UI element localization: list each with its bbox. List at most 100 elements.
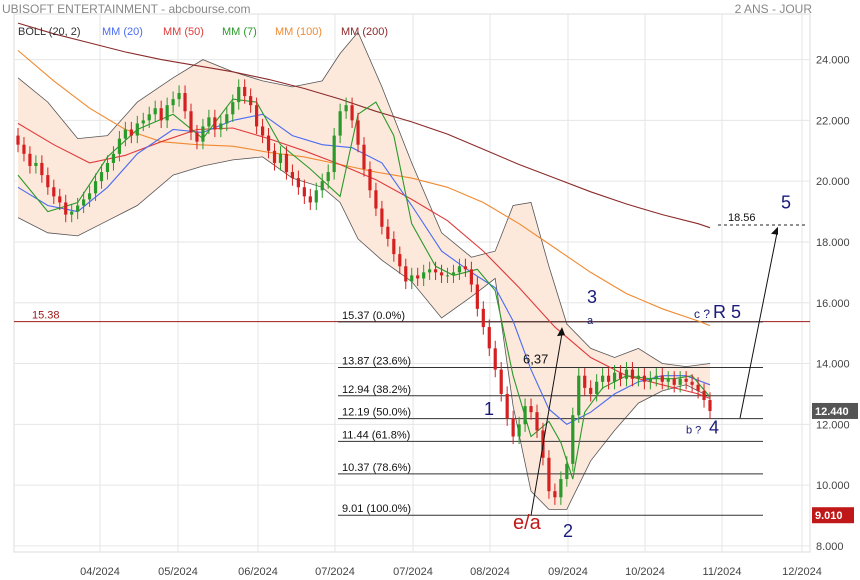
arrow-1 xyxy=(530,333,563,516)
candle-body xyxy=(583,375,587,388)
candle-body xyxy=(374,190,378,209)
candle-body xyxy=(708,400,712,411)
candle-body xyxy=(93,181,98,194)
candle-body xyxy=(547,457,551,492)
wave-label: 6,37 xyxy=(523,352,548,367)
candle-body xyxy=(326,172,330,182)
candle-body xyxy=(171,99,175,106)
candle-body xyxy=(338,111,342,136)
candle-body xyxy=(469,269,473,285)
legend-item[interactable]: MM (100) xyxy=(275,26,322,38)
candle-body xyxy=(135,123,139,136)
candle-body xyxy=(535,412,539,431)
candle-body xyxy=(666,378,670,382)
candle-body xyxy=(499,369,503,394)
candle-body xyxy=(404,266,408,282)
wave-label: a xyxy=(587,315,594,327)
candle-body xyxy=(433,269,438,273)
legend-item[interactable]: MM (50) xyxy=(163,26,204,38)
candle-body xyxy=(147,114,151,121)
y-tick-label: 18.000 xyxy=(816,237,850,249)
wave-label: 5 xyxy=(781,193,791,213)
candle-body xyxy=(58,196,62,203)
candle-body xyxy=(481,308,485,328)
candle-body xyxy=(517,424,521,437)
candle-body xyxy=(606,375,611,382)
candle-body xyxy=(70,211,74,215)
candle-body xyxy=(243,86,247,97)
candle-body xyxy=(28,153,32,166)
period-label: 2 ANS - JOUR xyxy=(734,2,812,16)
candle-body xyxy=(487,327,491,349)
candle-body xyxy=(595,381,599,394)
candle-body xyxy=(511,418,515,437)
bollinger-lower xyxy=(17,156,711,510)
fibonacci-levels: 15.38 15.37 (0.0%) 13.87 (23.6%) 12.94 (38.… xyxy=(14,212,810,516)
fib-label: 13.87 (23.6%) xyxy=(342,355,411,367)
candle-body xyxy=(523,406,527,425)
legend-item[interactable]: MM (7) xyxy=(222,26,257,38)
candle-body xyxy=(302,187,306,197)
candle-body xyxy=(213,117,217,130)
y-tick-label: 12.000 xyxy=(816,419,850,431)
candle-body xyxy=(129,129,133,136)
candle-body xyxy=(428,269,432,273)
wave-label: R 5 xyxy=(713,302,741,322)
wave-label: b ? xyxy=(686,424,701,436)
candle-body xyxy=(40,162,44,176)
candle-body xyxy=(249,96,253,106)
arrow-head-2 xyxy=(771,226,778,235)
candle-body xyxy=(52,187,56,197)
candle-body xyxy=(457,266,462,273)
x-tick-label: 06/2024 xyxy=(238,566,278,578)
wave-label: 2 xyxy=(563,521,573,541)
candle-body xyxy=(350,105,354,121)
y-tick-label: 20.000 xyxy=(816,176,850,188)
bollinger-band xyxy=(17,31,711,510)
candle-body xyxy=(296,178,300,188)
y-tick-label: 16.000 xyxy=(816,298,850,310)
candle-body xyxy=(463,266,468,270)
candle-body xyxy=(398,254,402,267)
candle-body xyxy=(34,162,38,166)
candle-body xyxy=(392,238,396,255)
candle-body xyxy=(141,120,145,124)
candle-body xyxy=(386,226,390,239)
x-tick-label: 05/2024 xyxy=(158,566,198,578)
x-tick-label: 12/2024 xyxy=(782,566,822,578)
candle-body xyxy=(618,372,623,379)
candle-body xyxy=(678,378,682,385)
candle-body xyxy=(529,406,533,413)
legend-item[interactable]: MM (20) xyxy=(102,26,143,38)
x-tick-label: 08/2024 xyxy=(470,566,510,578)
candle-body xyxy=(231,102,235,115)
legend-item[interactable]: MM (200) xyxy=(341,26,388,38)
candle-body xyxy=(76,205,80,212)
candle-body xyxy=(64,202,68,215)
candle-body xyxy=(589,387,593,394)
candle-body xyxy=(577,375,581,416)
last-price-badge xyxy=(812,402,858,419)
candle-body xyxy=(308,196,312,203)
candle-body xyxy=(177,93,181,100)
candle-body xyxy=(22,144,26,154)
ma-line-7 xyxy=(17,98,711,480)
candle-body xyxy=(380,208,384,227)
fib-label: 12.94 (38.2%) xyxy=(342,384,411,396)
candle-body xyxy=(105,162,110,173)
candle-body xyxy=(559,479,563,498)
candle-body xyxy=(672,378,676,385)
candle-body xyxy=(87,193,92,200)
candle-body xyxy=(225,114,229,124)
arrow-head-1 xyxy=(557,327,565,337)
wave-annotations: 5 c ? R 5 3 a 6,37 1 b ? 4 e/a 2 xyxy=(484,193,791,541)
candle-body xyxy=(642,375,646,382)
wave-label: e/a xyxy=(513,512,542,534)
bollinger-fill xyxy=(18,32,710,510)
axes: 24.00022.00020.00018.00016.00014.00012.0… xyxy=(80,55,858,578)
legend-item[interactable]: BOLL (20, 2) xyxy=(18,26,81,38)
fib-label: 9.01 (100.0%) xyxy=(342,503,411,515)
wave-label: 1 xyxy=(484,399,494,419)
candle-body xyxy=(195,132,199,142)
